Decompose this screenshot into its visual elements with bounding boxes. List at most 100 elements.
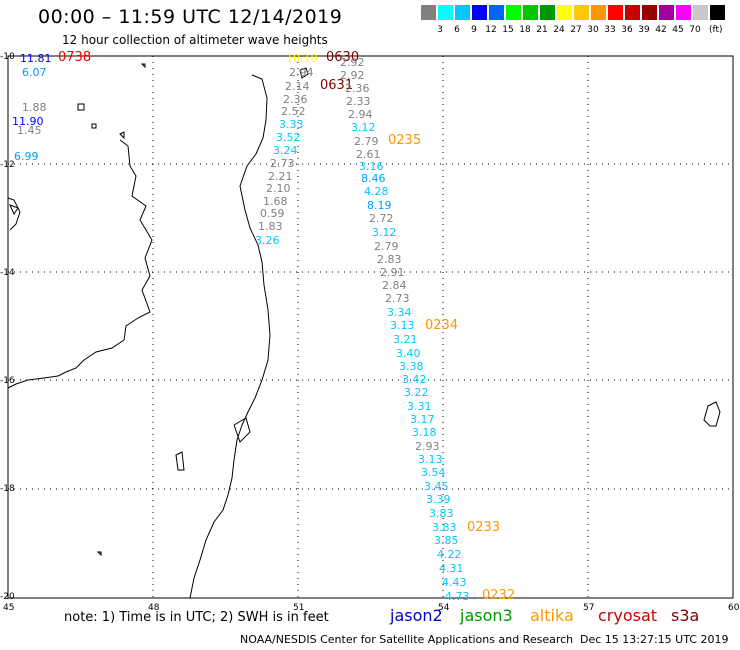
scale-swatch: [455, 5, 470, 20]
lon-tick-label: 57: [583, 603, 595, 613]
lat-tick-label: -20: [0, 592, 15, 602]
wave-height-value: 1.45: [17, 124, 42, 137]
wave-height-value: 2.79: [354, 135, 379, 148]
scale-label: 33: [604, 25, 616, 35]
wave-height-value: 2.79: [374, 240, 399, 253]
scale-swatch: [642, 5, 657, 20]
scale-swatch: [421, 5, 436, 20]
scale-label: 27: [570, 25, 582, 35]
wave-height-value: 4.73: [445, 590, 470, 603]
legend-jason2: jason2: [390, 606, 443, 625]
scale-label: 3: [437, 25, 443, 35]
wave-height-value: 2.93: [415, 440, 440, 453]
wave-height-value: 11.81: [20, 52, 52, 65]
wave-height-value: 3.17: [410, 413, 435, 426]
pass-time: 0232: [482, 588, 516, 603]
wave-height-value: 3.21: [393, 333, 418, 346]
comoros-islands: [9, 103, 125, 216]
lon-tick-label: 51: [293, 603, 305, 613]
madagascar-coastline: [175, 74, 271, 599]
wave-height-value: 2.84: [382, 279, 407, 292]
lat-tick-label: -10: [0, 52, 15, 62]
wave-height-value: 2.83: [377, 253, 402, 266]
wave-height-value: 4.43: [442, 576, 467, 589]
legend-s3a: s3a: [671, 606, 700, 625]
wave-height-value: 3.13: [390, 319, 415, 332]
wave-height-value: 10.10: [286, 52, 318, 65]
wave-height-value: 3.18: [412, 426, 437, 439]
wave-height-value: 2.21: [268, 170, 293, 183]
scale-label: 15: [502, 25, 514, 35]
map-frame: [7, 55, 734, 599]
wave-height-value: 0.59: [260, 207, 285, 220]
wave-height-value: 4.28: [364, 185, 389, 198]
scale-swatch: [659, 5, 674, 20]
scale-swatch: [625, 5, 640, 20]
scale-swatch: [710, 5, 725, 20]
scale-label: 9: [471, 25, 477, 35]
scale-swatch: [608, 5, 623, 20]
wave-height-value: 2.72: [369, 212, 394, 225]
wave-height-value: 3.12: [372, 226, 397, 239]
scale-label: 39: [638, 25, 650, 35]
wave-height-value: 2.14: [285, 80, 310, 93]
chart-subtitle: 12 hour collection of altimeter wave hei…: [62, 33, 328, 47]
scale-label: 6: [454, 25, 460, 35]
lat-tick-label: -14: [0, 268, 15, 278]
wave-height-value: 3.31: [407, 400, 432, 413]
africa-coastline: [7, 139, 153, 389]
scale-swatch: [591, 5, 606, 20]
scale-label: 45: [672, 25, 684, 35]
wave-height-value: 11.90: [12, 115, 44, 128]
pass-time-label: 0232: [482, 588, 515, 603]
legend-altika: altika: [530, 606, 574, 625]
scale-label: 70: [689, 25, 701, 35]
pass-time: 0235: [388, 133, 422, 148]
wave-height-value: 2.73: [385, 292, 410, 305]
lon-tick-label: 60: [728, 603, 740, 613]
scale-label: 36: [621, 25, 633, 35]
pass-time: 0738: [58, 50, 92, 65]
wave-height-value: 2.10: [266, 182, 291, 195]
wave-height-value: 3.12: [351, 121, 376, 134]
wave-height-value: 3.52: [276, 131, 301, 144]
wave-height-value: 8.46: [361, 172, 386, 185]
footer-timestamp: Dec 15 13:27:15 UTC 2019: [580, 633, 729, 646]
pass-time: 0233: [467, 520, 501, 535]
scale-swatch: [438, 5, 453, 20]
wave-height-value: 3.26: [255, 234, 280, 247]
wave-height-value: 2.94: [348, 108, 373, 121]
scale-label: 42: [655, 25, 667, 35]
footer-credit: NOAA/NESDIS Center for Satellite Applica…: [240, 633, 574, 646]
wave-height-value: 3.54: [421, 466, 446, 479]
wave-height-value: 4.31: [439, 562, 464, 575]
scale-label: 12: [485, 25, 497, 35]
wave-height-value: 3.85: [434, 534, 459, 547]
wave-height-value: 2.73: [270, 157, 295, 170]
wave-height-value: 6.99: [14, 150, 39, 163]
wave-height-value: 3.33: [279, 118, 304, 131]
wave-height-value: 3.42: [402, 373, 427, 386]
wave-height-value: 1.68: [263, 195, 288, 208]
wave-height-value: 3.24: [273, 144, 298, 157]
scale-swatch: [506, 5, 521, 20]
graticule: [8, 56, 733, 598]
wave-height-value: 2.33: [346, 95, 371, 108]
lat-tick-label: -16: [0, 376, 15, 386]
wave-height-value: 2.94: [289, 66, 314, 79]
pass-time-label: 0234: [425, 318, 458, 333]
wave-height-value: 3.22: [404, 386, 429, 399]
legend-cryosat: cryosat: [598, 606, 658, 625]
wave-height-value: 3.13: [418, 453, 443, 466]
legend-jason3: jason3: [460, 606, 513, 625]
lon-tick-label: 54: [438, 603, 450, 613]
wave-height-value: 2.91: [380, 266, 405, 279]
scale-swatch: [557, 5, 572, 20]
scale-swatch: [676, 5, 691, 20]
wave-height-value: 1.83: [258, 220, 283, 233]
wave-height-value: 8.19: [367, 199, 392, 212]
pass-time: 0630: [326, 50, 360, 65]
wave-height-value: 3.38: [399, 360, 424, 373]
lon-tick-label: 45: [3, 603, 15, 613]
